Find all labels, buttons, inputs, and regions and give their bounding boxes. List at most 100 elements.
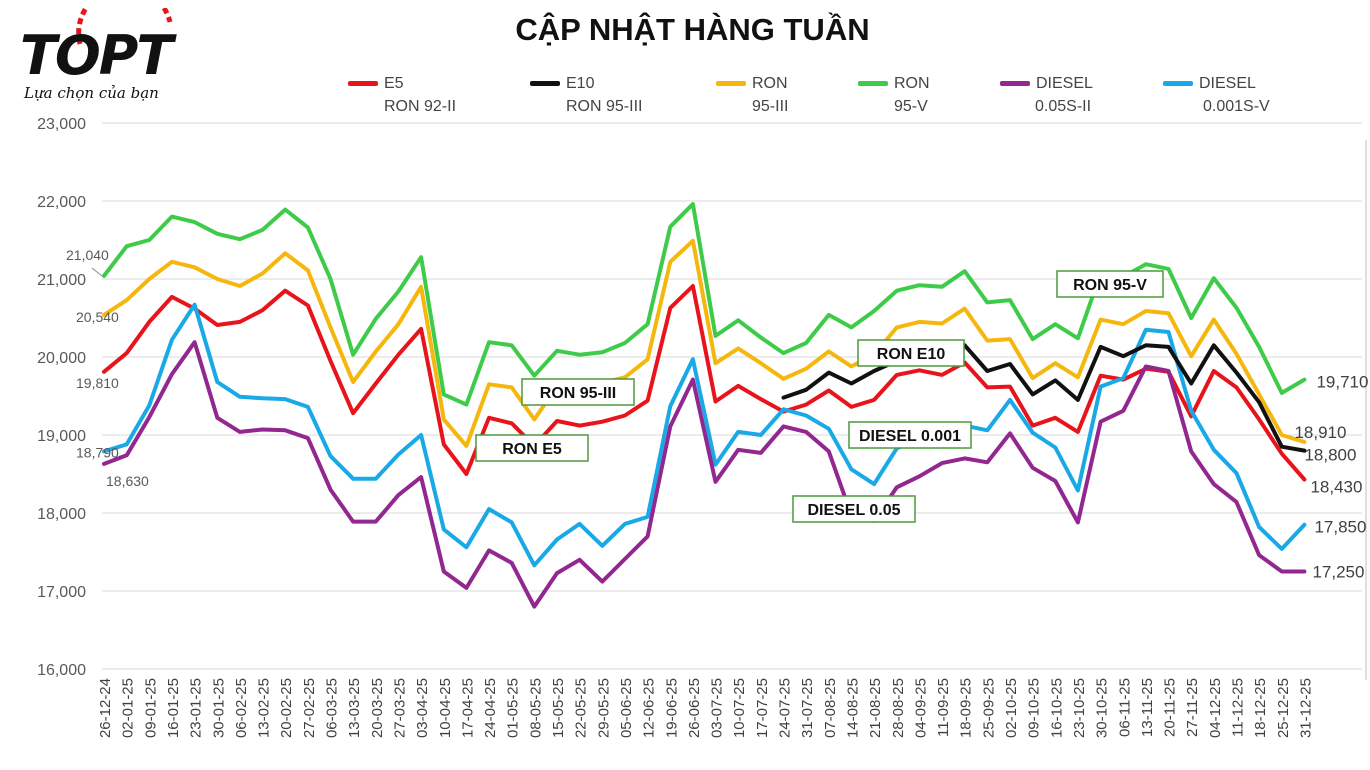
x-tick-label: 17-07-25: [754, 678, 771, 738]
legend-swatch: [716, 81, 746, 86]
x-tick-label: 06-02-25: [233, 678, 250, 738]
value-label: 19,710: [1316, 373, 1368, 392]
x-tick-label: 03-07-25: [709, 678, 726, 738]
x-tick-label: 29-05-25: [595, 678, 612, 738]
x-tick-label: 10-04-25: [437, 678, 454, 738]
value-label: 18,910: [1294, 423, 1346, 442]
x-tick-label: 11-12-25: [1230, 678, 1247, 737]
legend-label-line2: RON 92-II: [384, 98, 457, 115]
x-tick-label: 03-04-25: [414, 678, 431, 738]
logo-tagline: Lựa chọn của bạn: [24, 84, 159, 102]
annotation-label: RON 95-III: [540, 385, 616, 402]
x-tick-label: 23-10-25: [1071, 678, 1088, 738]
legend-label-line1: E5: [384, 75, 404, 92]
value-label: 18,800: [1304, 446, 1356, 465]
x-tick-label: 31-12-25: [1297, 678, 1314, 738]
value-label: 21,040: [66, 247, 109, 263]
annotation-box: [1056, 270, 1164, 298]
legend-swatch: [530, 81, 560, 86]
x-tick-label: 09-10-25: [1026, 678, 1043, 738]
legend-label-line2: 95-III: [752, 98, 789, 115]
legend-label-line1: DIESEL: [1199, 75, 1256, 92]
value-label: 17,250: [1312, 563, 1364, 582]
x-tick-label: 13-11-25: [1139, 678, 1156, 737]
x-tick-label: 01-05-25: [505, 678, 522, 738]
x-tick-label: 30-01-25: [210, 678, 227, 738]
y-tick-label: 16,000: [37, 662, 86, 679]
x-tick-label: 10-07-25: [731, 678, 748, 738]
legend-label-line1: RON: [894, 75, 930, 92]
value-label: 18,630: [106, 473, 149, 489]
x-tick-label: 04-09-25: [912, 678, 929, 738]
x-tick-label: 30-10-25: [1094, 678, 1111, 738]
annotation-box: [857, 339, 965, 367]
x-tick-label: 13-02-25: [256, 678, 273, 738]
annotation-box: [475, 434, 589, 462]
x-tick-label: 23-01-25: [188, 678, 205, 738]
x-tick-label: 22-05-25: [573, 678, 590, 738]
legend-label-line2: 95-V: [894, 98, 928, 115]
x-tick-label: 11-09-25: [935, 678, 952, 737]
x-tick-label: 25-12-25: [1275, 678, 1292, 738]
x-tick-label: 24-04-25: [482, 678, 499, 738]
series-line: [102, 340, 1307, 609]
x-tick-label: 24-07-25: [777, 678, 794, 738]
y-tick-label: 17,000: [37, 584, 86, 601]
x-tick-label: 14-08-25: [844, 678, 861, 738]
value-label-leader: [91, 267, 103, 277]
x-tick-label: 20-03-25: [369, 678, 386, 738]
x-tick-label: 16-10-25: [1048, 678, 1065, 738]
annotation-box: [848, 421, 972, 449]
x-tick-label: 20-02-25: [278, 678, 295, 738]
value-label: 18,430: [1310, 477, 1362, 496]
x-tick-label: 27-03-25: [391, 678, 408, 738]
y-tick-label: 19,000: [37, 428, 86, 445]
x-tick-label: 27-02-25: [301, 678, 318, 738]
x-tick-label: 31-07-25: [799, 678, 816, 738]
value-label: 17,850: [1314, 518, 1366, 537]
x-tick-label: 13-03-25: [346, 678, 363, 738]
annotation-label: DIESEL 0.05: [807, 502, 900, 519]
value-label: 19,810: [76, 375, 119, 391]
x-tick-label: 05-06-25: [618, 678, 635, 738]
x-tick-label: 06-03-25: [324, 678, 341, 738]
logo-wordmark: TOPT: [20, 24, 173, 87]
x-tick-label: 28-08-25: [890, 678, 907, 738]
x-tick-label: 06-11-25: [1116, 678, 1133, 737]
legend-label-line2: 0.001S-V: [1203, 98, 1270, 115]
x-tick-label: 27-11-25: [1184, 678, 1201, 737]
annotation-box: [521, 378, 635, 406]
x-tick-label: 12-06-25: [641, 678, 658, 738]
annotation-label: RON 95-V: [1073, 277, 1147, 294]
legend-swatch: [1000, 81, 1030, 86]
x-tick-label: 07-08-25: [822, 678, 839, 738]
annotation-box: [792, 495, 916, 523]
x-tick-label: 02-10-25: [1003, 678, 1020, 738]
annotation-label: DIESEL 0.001: [859, 428, 961, 445]
series-line: [781, 343, 1307, 453]
x-tick-label: 15-05-25: [550, 678, 567, 738]
x-tick-label: 02-01-25: [120, 678, 137, 738]
legend-swatch: [858, 81, 888, 86]
legend-label-line1: DIESEL: [1036, 75, 1093, 92]
series-line: [102, 302, 1307, 568]
y-tick-label: 20,000: [37, 350, 86, 367]
y-tick-label: 23,000: [37, 116, 86, 133]
y-tick-label: 22,000: [37, 194, 86, 211]
series-line: [102, 238, 1307, 448]
value-label: 18,790: [76, 444, 119, 460]
x-tick-label: 08-05-25: [527, 678, 544, 738]
y-tick-label: 21,000: [37, 272, 86, 289]
x-tick-label: 09-01-25: [142, 678, 159, 738]
x-tick-label: 16-01-25: [165, 678, 182, 738]
x-tick-label: 25-09-25: [980, 678, 997, 738]
chart-title: CẬP NHẬT HÀNG TUẦN: [515, 12, 870, 47]
legend-swatch: [1163, 81, 1193, 86]
brand-logo: TOPT Lựa chọn của bạn: [20, 8, 230, 108]
x-tick-label: 20-11-25: [1162, 678, 1179, 737]
x-tick-label: 26-12-24: [97, 678, 114, 738]
y-tick-label: 18,000: [37, 506, 86, 523]
x-tick-label: 17-04-25: [459, 678, 476, 738]
legend-label-line1: E10: [566, 75, 595, 92]
